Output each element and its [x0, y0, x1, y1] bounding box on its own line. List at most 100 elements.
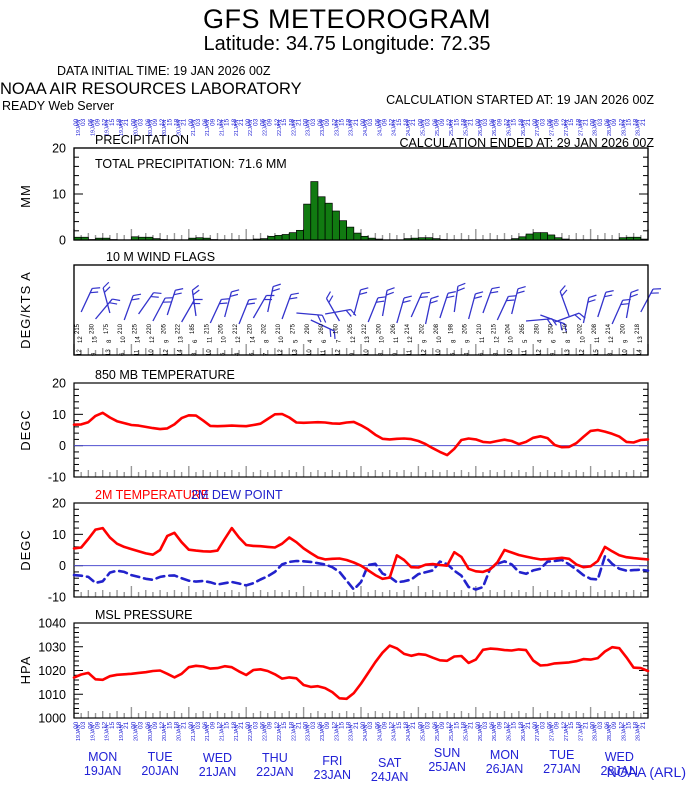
svg-text:12: 12 — [389, 118, 396, 126]
svg-text:18: 18 — [575, 118, 582, 126]
svg-text:12: 12 — [78, 336, 84, 343]
svg-text:22JAN: 22JAN — [291, 724, 297, 741]
svg-text:27JAN: 27JAN — [578, 119, 584, 136]
svg-text:21: 21 — [582, 721, 589, 729]
page-title: GFS METEOROGRAM — [202, 4, 491, 34]
svg-text:20JAN: 20JAN — [133, 119, 139, 136]
svg-text:11: 11 — [321, 349, 327, 356]
svg-text:8: 8 — [451, 339, 457, 343]
svg-text:20JAN: 20JAN — [176, 119, 182, 136]
svg-text:9: 9 — [350, 352, 356, 356]
svg-text:18: 18 — [403, 721, 410, 729]
svg-text:27JAN: 27JAN — [550, 119, 556, 136]
svg-text:12: 12 — [504, 721, 511, 729]
svg-text:23JAN: 23JAN — [334, 119, 340, 136]
svg-text:20JAN: 20JAN — [176, 724, 182, 741]
svg-text:6: 6 — [552, 339, 558, 343]
svg-text:21: 21 — [238, 118, 245, 126]
svg-text:18: 18 — [288, 118, 295, 126]
svg-text:25JAN: 25JAN — [463, 119, 469, 136]
svg-text:09: 09 — [95, 118, 102, 126]
svg-text:20JAN: 20JAN — [162, 724, 168, 741]
t2m-legend-temperature: 2M TEMPERATURE — [95, 488, 209, 502]
total-precip-annotation: TOTAL PRECIPITATION: 71.6 MM — [95, 157, 287, 171]
svg-text:26JAN: 26JAN — [507, 724, 513, 741]
svg-text:15: 15 — [594, 349, 600, 356]
svg-text:22JAN: 22JAN — [291, 119, 297, 136]
svg-text:21: 21 — [468, 118, 475, 126]
svg-text:21: 21 — [410, 721, 417, 729]
svg-text:9: 9 — [466, 339, 472, 343]
svg-text:09: 09 — [382, 118, 389, 126]
svg-text:218: 218 — [635, 323, 641, 334]
svg-text:03: 03 — [138, 721, 145, 729]
svg-text:15: 15 — [568, 721, 575, 729]
svg-text:20JAN: 20JAN — [148, 724, 154, 741]
svg-text:09: 09 — [209, 721, 216, 729]
svg-text:18: 18 — [518, 118, 525, 126]
svg-text:222: 222 — [176, 323, 182, 334]
svg-text:6: 6 — [322, 339, 328, 343]
svg-text:00: 00 — [188, 118, 195, 126]
svg-text:24JAN: 24JAN — [363, 119, 369, 136]
svg-text:11: 11 — [595, 336, 601, 343]
svg-text:27JAN: 27JAN — [564, 119, 570, 136]
svg-text:8: 8 — [608, 352, 614, 356]
svg-text:27JAN: 27JAN — [578, 724, 584, 741]
svg-text:06: 06 — [317, 118, 324, 126]
svg-text:09: 09 — [267, 118, 274, 126]
svg-text:208: 208 — [434, 323, 440, 334]
svg-text:22JAN: 22JAN — [263, 724, 269, 741]
svg-text:19JAN: 19JAN — [105, 724, 111, 741]
t2m-y-axis-label: DEGC — [18, 529, 33, 571]
svg-text:13: 13 — [638, 336, 644, 343]
svg-text:12: 12 — [618, 118, 625, 126]
svg-text:06: 06 — [202, 118, 209, 126]
svg-text:6: 6 — [193, 339, 199, 343]
pressure-panel-title: MSL PRESSURE — [95, 608, 192, 622]
svg-text:03: 03 — [539, 721, 546, 729]
svg-text:11: 11 — [135, 349, 141, 356]
svg-text:15: 15 — [281, 721, 288, 729]
svg-text:9: 9 — [423, 339, 429, 343]
svg-text:18: 18 — [173, 118, 180, 126]
svg-text:12: 12 — [446, 118, 453, 126]
svg-text:-10: -10 — [48, 591, 66, 605]
svg-text:15: 15 — [625, 118, 632, 126]
calc-ended: CALCULATION ENDED AT: 29 JAN 2026 00Z — [399, 135, 655, 150]
svg-text:4: 4 — [235, 352, 241, 356]
svg-text:0: 0 — [59, 439, 66, 453]
svg-text:28JAN: 28JAN — [636, 119, 642, 136]
svg-text:00: 00 — [475, 118, 482, 126]
svg-text:200: 200 — [620, 323, 626, 334]
svg-text:27JAN: 27JAN — [550, 724, 556, 741]
svg-text:11: 11 — [522, 349, 528, 356]
svg-text:4: 4 — [308, 339, 314, 343]
svg-text:8: 8 — [379, 352, 385, 356]
svg-text:12: 12 — [331, 118, 338, 126]
svg-text:21: 21 — [295, 118, 302, 126]
svg-text:21: 21 — [353, 118, 360, 126]
svg-text:00: 00 — [417, 721, 424, 729]
svg-text:15: 15 — [224, 721, 231, 729]
svg-text:06: 06 — [489, 118, 496, 126]
svg-text:13: 13 — [179, 336, 185, 343]
svg-text:214: 214 — [405, 323, 411, 334]
svg-text:15: 15 — [93, 336, 99, 343]
svg-text:24JAN: 24JAN — [363, 724, 369, 741]
svg-text:26JAN: 26JAN — [521, 119, 527, 136]
svg-text:15: 15 — [625, 721, 632, 729]
svg-text:1020: 1020 — [38, 664, 66, 678]
svg-text:21: 21 — [582, 118, 589, 126]
svg-text:09: 09 — [95, 721, 102, 729]
svg-text:10: 10 — [508, 349, 514, 356]
svg-text:12: 12 — [163, 349, 169, 356]
svg-text:21JAN: 21JAN — [220, 724, 226, 741]
svg-text:28JAN: 28JAN — [593, 724, 599, 741]
svg-text:12: 12 — [536, 349, 542, 356]
svg-text:220: 220 — [147, 323, 153, 334]
svg-text:28JAN: 28JAN — [593, 119, 599, 136]
svg-text:12: 12 — [102, 118, 109, 126]
svg-text:20JAN: 20JAN — [162, 119, 168, 136]
svg-text:14: 14 — [178, 349, 184, 356]
